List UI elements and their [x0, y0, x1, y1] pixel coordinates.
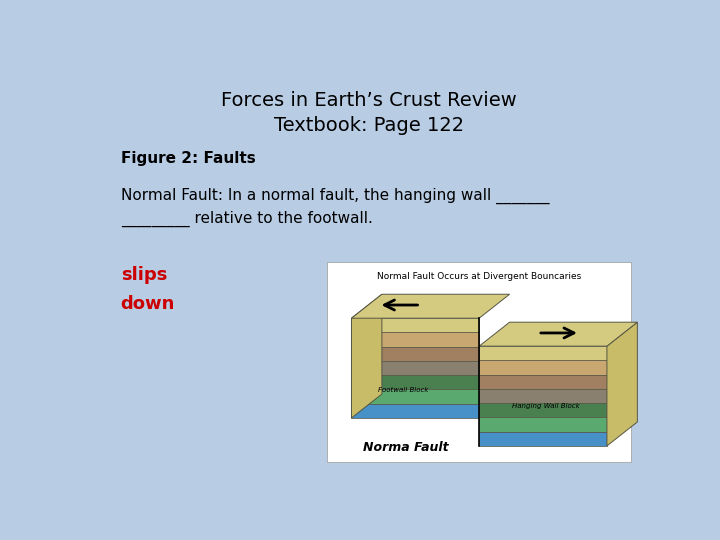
Polygon shape — [351, 294, 510, 318]
Polygon shape — [480, 375, 607, 389]
Polygon shape — [351, 318, 480, 333]
Polygon shape — [480, 417, 607, 431]
Text: Forces in Earth’s Crust Review: Forces in Earth’s Crust Review — [221, 91, 517, 110]
Polygon shape — [351, 361, 480, 375]
Text: _________ relative to the footwall.: _________ relative to the footwall. — [121, 211, 372, 227]
Polygon shape — [607, 322, 637, 446]
Polygon shape — [351, 294, 382, 418]
Text: down: down — [121, 295, 175, 313]
Polygon shape — [351, 333, 480, 347]
Polygon shape — [480, 360, 607, 375]
Polygon shape — [480, 403, 607, 417]
Polygon shape — [480, 322, 637, 346]
Text: Normal Fault: In a normal fault, the hanging wall _______: Normal Fault: In a normal fault, the han… — [121, 188, 549, 204]
FancyBboxPatch shape — [327, 262, 631, 462]
Polygon shape — [351, 404, 480, 418]
Text: Normal Fault Occurs at Divergent Bouncaries: Normal Fault Occurs at Divergent Bouncar… — [377, 272, 581, 281]
Text: slips: slips — [121, 266, 167, 284]
Text: Hanging Wall Block: Hanging Wall Block — [513, 403, 580, 409]
Polygon shape — [480, 346, 607, 360]
Polygon shape — [480, 431, 607, 446]
Text: Figure 2: Faults: Figure 2: Faults — [121, 151, 256, 166]
Polygon shape — [351, 347, 480, 361]
Polygon shape — [351, 389, 480, 404]
Text: Norma Fault: Norma Fault — [364, 441, 449, 455]
Text: Footwall Block: Footwall Block — [378, 387, 428, 393]
Polygon shape — [351, 375, 480, 389]
Text: Textbook: Page 122: Textbook: Page 122 — [274, 116, 464, 134]
Polygon shape — [480, 389, 607, 403]
